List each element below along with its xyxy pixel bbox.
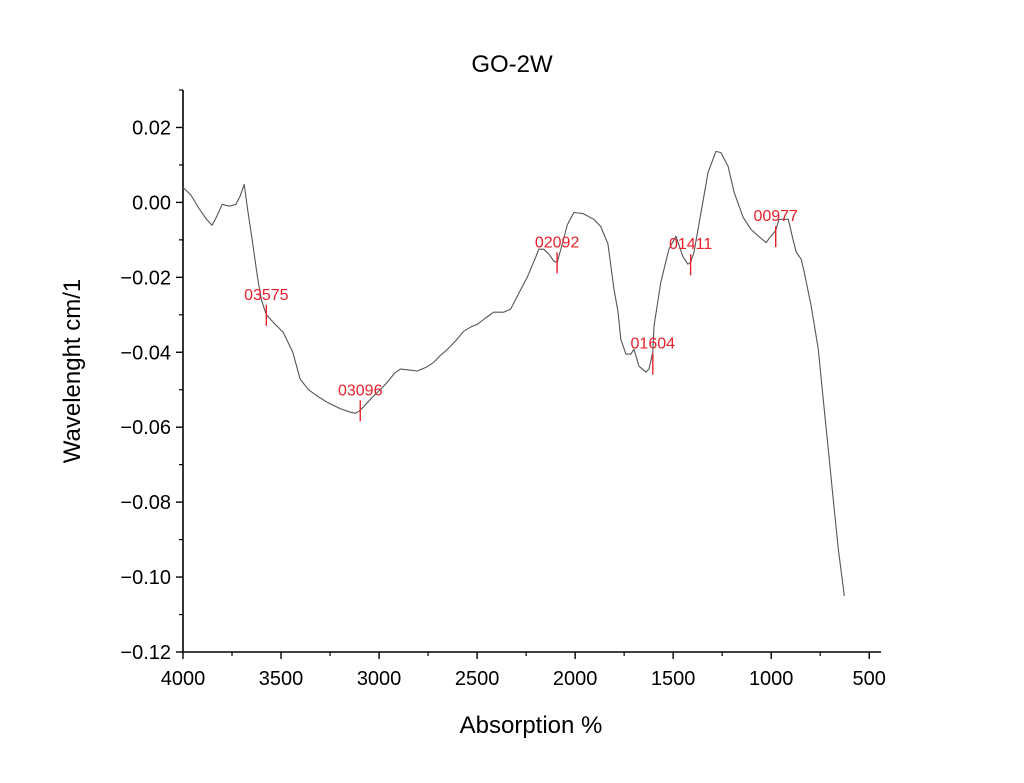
- y-tick-label: −0.06: [120, 417, 171, 439]
- x-tick-label: 4000: [161, 668, 206, 690]
- peak-label: 03575: [244, 287, 289, 304]
- series-group: [182, 150, 845, 596]
- x-tick-label: 1000: [749, 668, 794, 690]
- peak-label: 02092: [535, 234, 580, 251]
- x-tick-label: 500: [853, 668, 886, 690]
- y-tick-label: −0.04: [120, 342, 171, 364]
- peak-label: 03096: [338, 382, 383, 399]
- peak-label: 01411: [669, 236, 712, 253]
- x-tick-label: 3000: [357, 668, 402, 690]
- y-tick-label: −0.08: [120, 492, 171, 514]
- x-tick-label: 1500: [651, 668, 696, 690]
- y-tick-label: −0.02: [120, 267, 171, 289]
- x-tick-label: 2000: [553, 668, 598, 690]
- axes: [182, 90, 881, 653]
- x-axis-label: Absorption %: [460, 712, 603, 739]
- x-tick-label: 3500: [259, 668, 304, 690]
- y-tick-label: 0.02: [132, 117, 171, 139]
- y-axis-label: Wavelenght cm/1: [59, 279, 86, 464]
- peak-annotations: 03575 03096 02092 01604 01411 00977: [244, 208, 798, 422]
- x-ticks: 4000 3500 3000 2500 2000 1500 1000 500: [161, 652, 886, 690]
- y-tick-label: −0.12: [120, 642, 171, 664]
- peak-label: 01604: [631, 336, 676, 353]
- chart-title: GO-2W: [471, 51, 553, 78]
- peak-label: 00977: [753, 208, 798, 225]
- y-tick-label: 0.00: [132, 192, 171, 214]
- y-ticks: 0.02 0.00 −0.02 −0.04 −0.06 −0.08 −0.10 −0.12: [120, 89, 183, 664]
- y-tick-label: −0.10: [120, 567, 171, 589]
- x-tick-label: 2500: [455, 668, 500, 690]
- series-line-go-2w: [182, 150, 845, 596]
